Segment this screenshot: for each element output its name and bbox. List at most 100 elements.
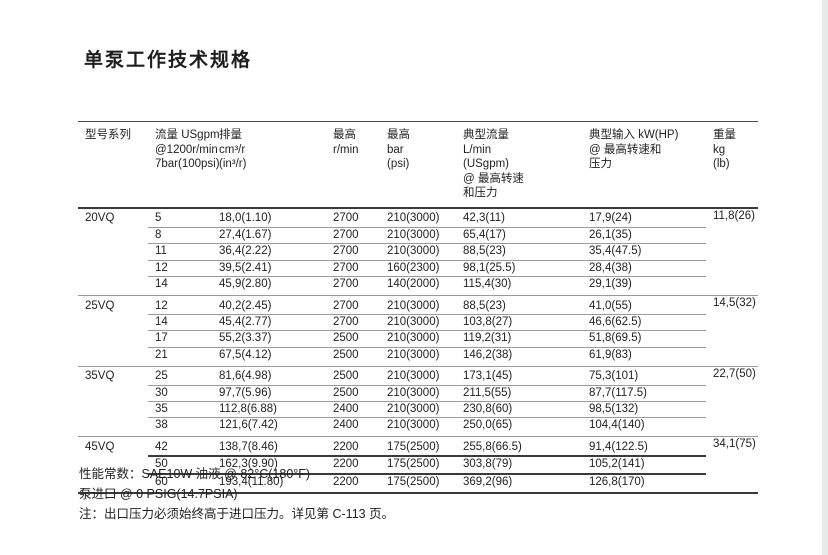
cell-max-pressure: 210(3000) [380, 366, 456, 386]
table-row: 17 55,2(3.37) 2500 210(3000) 119,2(31) 51,8(6… [78, 330, 758, 348]
model-series-cell: 20VQ [78, 207, 148, 296]
cell-displacement: 40,2(2.45) [212, 295, 326, 315]
cell-displacement: 193,4(11.80) [212, 473, 326, 495]
cell-flow: 42 [148, 436, 212, 458]
cell-flow: 14 [148, 276, 212, 296]
cell-typical-flow: 98,1(25.5) [456, 260, 582, 278]
cell-typical-flow: 88,5(23) [456, 295, 582, 315]
col-header-typical-input: 典型输入 kW(HP) @ 最高转速和 压力 [582, 120, 706, 209]
weight-cell: 14,5(32) [706, 295, 758, 367]
model-series-cell: 25VQ [78, 295, 148, 367]
cell-displacement: 67,5(4.12) [212, 347, 326, 367]
cell-max-speed: 2500 [326, 385, 380, 402]
cell-max-speed: 2500 [326, 366, 380, 386]
cell-max-speed: 2700 [326, 227, 380, 245]
cell-typical-flow: 103,8(27) [456, 314, 582, 332]
note-line-1: 性能常数：SAE10W 油液 @ 82°C(180°F) [79, 467, 311, 481]
section-25vq: 25VQ 12 40,2(2.45) 2700 210(3000) 88,5(23) 41,… [78, 295, 758, 367]
cell-flow: 11 [148, 243, 212, 261]
cell-typical-flow: 42,3(11) [456, 207, 582, 228]
cell-max-speed: 2700 [326, 260, 380, 278]
cell-typical-flow: 115,4(30) [456, 276, 582, 296]
note-line-2: 泵进口 @ 0 PSIG(14.7PSIA) [79, 487, 238, 501]
cell-typical-input: 17,9(24) [582, 207, 706, 228]
weight-cell: 11,8(26) [706, 207, 758, 296]
cell-typical-flow: 230,8(60) [456, 401, 582, 419]
cell-typical-flow: 211,5(55) [456, 385, 582, 402]
section-35vq: 35VQ 25 81,6(4.98) 2500 210(3000) 173,1(45) 75… [78, 366, 758, 438]
cell-displacement: 81,6(4.98) [212, 366, 326, 386]
cell-displacement: 39,5(2.41) [212, 260, 326, 278]
cell-max-speed: 2700 [326, 207, 380, 228]
cell-typical-flow: 250,0(65) [456, 417, 582, 438]
cell-max-pressure: 175(2500) [380, 473, 456, 495]
table-row: 8 27,4(1.67) 2700 210(3000) 65,4(17) 26,1(35) [78, 227, 758, 245]
col-header-max-pressure: 最高 bar (psi) [380, 120, 456, 209]
cell-max-speed: 2200 [326, 436, 380, 458]
cell-typical-flow: 65,4(17) [456, 227, 582, 245]
cell-typical-flow: 119,2(31) [456, 330, 582, 348]
cell-typical-input: 105,2(141) [582, 456, 706, 475]
table-row: 50 162,3(9.90) 2200 175(2500) 303,8(79) 105,2… [78, 456, 758, 475]
cell-displacement: 97,7(5.96) [212, 385, 326, 402]
cell-max-speed: 2700 [326, 276, 380, 296]
cell-typical-input: 104,4(140) [582, 417, 706, 438]
cell-displacement: 45,9(2.80) [212, 276, 326, 296]
cell-flow: 17 [148, 330, 212, 348]
weight-cell: 34,1(75) [706, 436, 758, 495]
cell-max-pressure: 210(3000) [380, 330, 456, 348]
table-row: 35 112,8(6.88) 2400 210(3000) 230,8(60) 98,5(… [78, 401, 758, 419]
cell-flow: 14 [148, 314, 212, 332]
table-row: 35VQ 25 81,6(4.98) 2500 210(3000) 173,1(45) 75… [78, 366, 758, 438]
cell-max-speed: 2400 [326, 417, 380, 438]
table-row: 45VQ 42 138,7(8.46) 2200 175(2500) 255,8(66.5… [78, 436, 758, 495]
spec-table: 型号系列 流量 USgpm @1200r/min 7bar(100psi) 排量 cm³/… [78, 120, 758, 495]
table-row: 60 193,4(11.80) 2200 175(2500) 369,2(96) 126,… [78, 473, 758, 495]
cell-max-pressure: 210(3000) [380, 401, 456, 419]
col-header-flow: 流量 USgpm @1200r/min 7bar(100psi) [148, 120, 220, 209]
section-20vq: 20VQ 5 18,0(1.10) 2700 210(3000) 42,3(11) 17,9… [78, 207, 758, 296]
cell-typical-flow: 255,8(66.5) [456, 436, 582, 458]
cell-flow: 38 [148, 417, 212, 438]
cell-max-pressure: 210(3000) [380, 314, 456, 332]
cell-max-speed: 2700 [326, 243, 380, 261]
cell-max-speed: 2700 [326, 295, 380, 315]
cell-max-pressure: 210(3000) [380, 347, 456, 367]
cell-max-pressure: 210(3000) [380, 417, 456, 438]
cell-max-pressure: 210(3000) [380, 227, 456, 245]
cell-displacement: 55,2(3.37) [212, 330, 326, 348]
cell-typical-flow: 303,8(79) [456, 456, 582, 475]
cell-typical-input: 87,7(117.5) [582, 385, 706, 402]
cell-typical-input: 61,9(83) [582, 347, 706, 367]
table-row: 30 97,7(5.96) 2500 210(3000) 211,5(55) 87,7(1… [78, 385, 758, 402]
cell-max-pressure: 210(3000) [380, 243, 456, 261]
table-row: 14 45,9(2.80) 2700 140(2000) 115,4(30) 29,1(3… [78, 276, 758, 296]
cell-typical-input: 29,1(39) [582, 276, 706, 296]
cell-displacement: 45,4(2.77) [212, 314, 326, 332]
col-header-displacement: 排量 cm³/r (in³/r) [212, 120, 326, 209]
cell-max-speed: 2400 [326, 401, 380, 419]
cell-max-pressure: 175(2500) [380, 456, 456, 475]
col-header-max-speed: 最高 r/min [326, 120, 380, 209]
table-row: 12 39,5(2.41) 2700 160(2300) 98,1(25.5) 28,4(… [78, 260, 758, 278]
cell-displacement: 27,4(1.67) [212, 227, 326, 245]
col-header-model: 型号系列 [78, 120, 148, 209]
cell-typical-input: 26,1(35) [582, 227, 706, 245]
model-series-cell: 45VQ [78, 436, 148, 495]
header-row: 型号系列 流量 USgpm @1200r/min 7bar(100psi) 排量 cm³/… [78, 120, 758, 209]
cell-displacement: 112,8(6.88) [212, 401, 326, 419]
cell-typical-flow: 173,1(45) [456, 366, 582, 386]
cell-max-speed: 2700 [326, 314, 380, 332]
cell-max-pressure: 140(2000) [380, 276, 456, 296]
cell-max-pressure: 210(3000) [380, 207, 456, 228]
note-line-3: 注：出口压力必须始终高于进口压力。详见第 C-113 页。 [79, 507, 395, 521]
cell-max-speed: 2500 [326, 347, 380, 367]
cell-typical-input: 35,4(47.5) [582, 243, 706, 261]
table-row: 11 36,4(2.22) 2700 210(3000) 88,5(23) 35,4(47… [78, 243, 758, 261]
table-row: 38 121,6(7.42) 2400 210(3000) 250,0(65) 104,4… [78, 417, 758, 438]
cell-max-speed: 2200 [326, 456, 380, 475]
cell-flow: 30 [148, 385, 212, 402]
spec-table-head: 型号系列 流量 USgpm @1200r/min 7bar(100psi) 排量 cm³/… [78, 120, 758, 209]
cell-flow: 12 [148, 260, 212, 278]
cell-flow: 8 [148, 227, 212, 245]
